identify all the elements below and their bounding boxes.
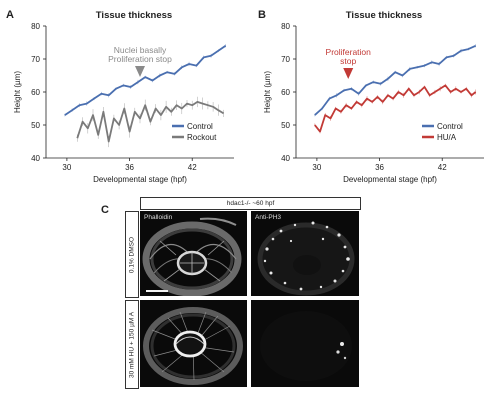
x-tick-label: 42 <box>438 163 447 172</box>
x-tick-label: 36 <box>125 163 134 172</box>
y-tick-label: 40 <box>31 154 40 163</box>
scale-bar <box>146 290 168 292</box>
row-label-hua: 30 mM HU + 150 µM A <box>125 300 139 389</box>
legend-label: Rockout <box>187 133 217 142</box>
x-tick-label: 36 <box>375 163 384 172</box>
y-tick-label: 50 <box>31 121 40 130</box>
row-label-dmso: 0.1% DMSO <box>125 211 139 298</box>
x-axis-label: Developmental stage (hpf) <box>93 175 187 184</box>
chart-panel-b: Tissue thickness 40 50 60 70 80 30 36 42Developm… <box>263 10 484 184</box>
micrograph-ph3-hua <box>251 300 359 387</box>
chart-title: Tissue thickness <box>96 10 172 21</box>
legend-label: HU/A <box>437 133 457 142</box>
column-label-anti-ph3: Anti-PH3 <box>255 214 282 221</box>
y-tick-label: 70 <box>31 55 40 64</box>
y-tick-label: 60 <box>31 88 40 97</box>
x-tick-label: 30 <box>312 163 321 172</box>
series-line-rockout <box>76 101 225 143</box>
tissue-image-ph3-hua <box>260 311 352 381</box>
legend-label: Control <box>437 122 463 131</box>
x-tick-label: 30 <box>62 163 71 172</box>
micrograph-phalloidin-dmso: Phalloidin <box>140 211 247 296</box>
legend-label: Control <box>187 122 213 131</box>
micrograph-header: hdac1-/- ~60 hpf <box>140 197 361 210</box>
y-tick-label: 60 <box>281 88 290 97</box>
column-label-phalloidin: Phalloidin <box>144 214 173 221</box>
y-axis-label: Height (µm) <box>13 71 22 113</box>
y-tick-label: 50 <box>281 121 290 130</box>
y-tick-label: 40 <box>281 154 290 163</box>
series-line-control <box>64 45 227 116</box>
micrograph-ph3-dmso: Anti-PH3 <box>251 211 359 296</box>
annotation-text: Proliferation stop <box>108 54 172 64</box>
series-line-control <box>314 44 476 116</box>
chart-panel-a: Tissue thickness 40 50 60 70 80 30 36 42Developm… <box>13 10 234 184</box>
panel-c-letter: C <box>101 204 109 216</box>
x-tick-label: 42 <box>188 163 197 172</box>
tissue-image-phalloidin-dmso <box>142 217 242 296</box>
chart-title: Tissue thickness <box>346 10 422 21</box>
tissue-image-ph3-dmso <box>257 221 355 296</box>
annotation-text: stop <box>340 56 356 66</box>
y-tick-label: 80 <box>31 22 40 31</box>
annotation-arrow <box>135 66 145 77</box>
micrograph-phalloidin-hua <box>140 300 247 387</box>
annotation-text: Nuclei basally <box>114 45 167 55</box>
annotation-arrow <box>343 68 354 79</box>
row-label-hua-text: 30 mM HU + 150 µM A <box>128 311 136 378</box>
row-label-dmso-text: 0.1% DMSO <box>128 236 136 273</box>
tissue-image-phalloidin-hua <box>143 307 243 385</box>
y-axis-label: Height (µm) <box>263 71 272 113</box>
annotation-text: Proliferation <box>326 47 372 57</box>
panel-a-letter: A <box>6 9 14 21</box>
series-line-hu-a <box>314 84 477 133</box>
y-tick-label: 80 <box>281 22 290 31</box>
panel-b-letter: B <box>258 9 266 21</box>
y-tick-label: 70 <box>281 55 290 64</box>
x-axis-label: Developmental stage (hpf) <box>343 175 437 184</box>
